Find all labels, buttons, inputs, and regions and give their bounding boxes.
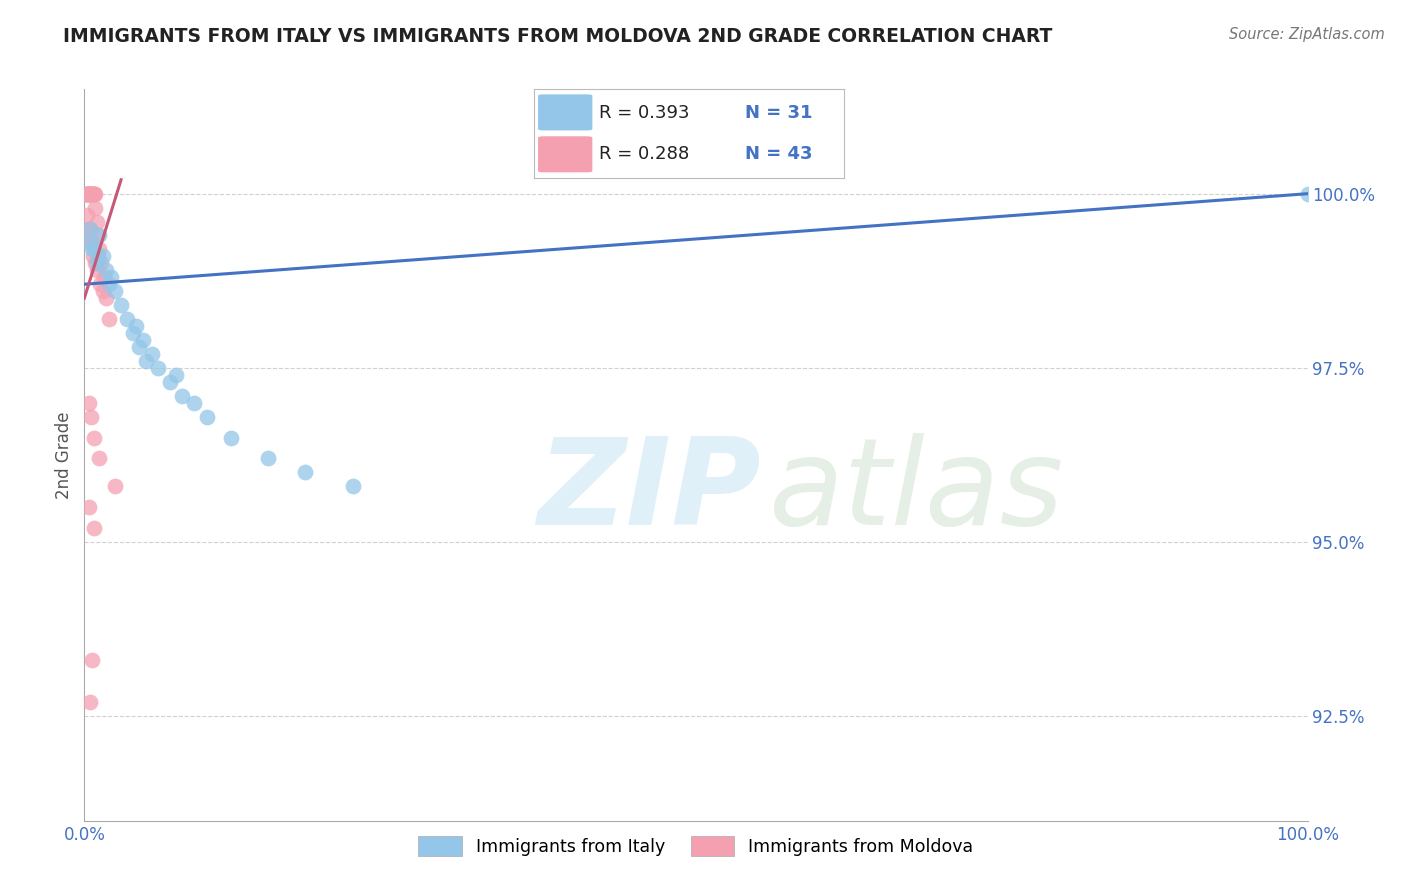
Point	[125, 319, 148, 334]
Point	[83, 186, 105, 201]
Point	[79, 186, 101, 201]
Point	[77, 186, 100, 201]
FancyBboxPatch shape	[537, 94, 593, 131]
Point	[79, 695, 101, 709]
Point	[93, 270, 115, 285]
Point	[104, 479, 127, 493]
Text: IMMIGRANTS FROM ITALY VS IMMIGRANTS FROM MOLDOVA 2ND GRADE CORRELATION CHART: IMMIGRANTS FROM ITALY VS IMMIGRANTS FROM…	[63, 27, 1053, 45]
Point	[195, 409, 218, 424]
Point	[96, 263, 118, 277]
Point	[82, 249, 104, 263]
Point	[76, 186, 98, 201]
Point	[80, 186, 103, 201]
Point	[87, 249, 110, 263]
Point	[97, 312, 120, 326]
Point	[83, 430, 105, 444]
Text: atlas: atlas	[769, 433, 1064, 550]
Point	[342, 479, 364, 493]
Point	[83, 186, 105, 201]
Text: R = 0.288: R = 0.288	[599, 145, 689, 163]
Point	[77, 235, 100, 250]
Point	[87, 228, 110, 243]
Point	[75, 186, 97, 201]
Point	[86, 263, 108, 277]
Point	[122, 326, 145, 340]
Point	[110, 298, 132, 312]
Point	[83, 521, 105, 535]
Text: Source: ZipAtlas.com: Source: ZipAtlas.com	[1229, 27, 1385, 42]
Point	[82, 653, 104, 667]
Point	[77, 395, 100, 409]
Point	[141, 347, 163, 361]
Point	[83, 186, 105, 201]
Point	[80, 243, 103, 257]
Point	[132, 333, 155, 347]
Point	[79, 235, 101, 250]
Point	[79, 221, 101, 235]
Point	[1296, 186, 1319, 201]
Text: N = 43: N = 43	[745, 145, 813, 163]
Point	[77, 186, 100, 201]
Point	[294, 466, 316, 480]
Point	[87, 228, 110, 243]
Point	[135, 354, 157, 368]
Point	[91, 284, 114, 298]
Point	[87, 243, 110, 257]
Point	[97, 277, 120, 292]
Text: ZIP: ZIP	[537, 433, 761, 550]
Point	[76, 208, 98, 222]
Point	[96, 291, 118, 305]
Point	[79, 186, 101, 201]
Point	[82, 186, 104, 201]
Text: N = 31: N = 31	[745, 103, 813, 122]
Point	[76, 186, 98, 201]
Point	[183, 395, 205, 409]
Point	[75, 186, 97, 201]
Point	[82, 186, 104, 201]
Legend: Immigrants from Italy, Immigrants from Moldova: Immigrants from Italy, Immigrants from M…	[412, 830, 980, 863]
Point	[79, 221, 101, 235]
Point	[172, 389, 194, 403]
Point	[77, 500, 100, 515]
Point	[77, 186, 100, 201]
Point	[80, 409, 103, 424]
Point	[100, 270, 122, 285]
FancyBboxPatch shape	[537, 136, 593, 173]
Y-axis label: 2nd Grade: 2nd Grade	[55, 411, 73, 499]
Point	[104, 284, 127, 298]
Point	[87, 451, 110, 466]
Point	[86, 256, 108, 270]
Point	[165, 368, 187, 382]
Point	[83, 243, 105, 257]
Point	[128, 340, 150, 354]
Point	[257, 451, 280, 466]
Text: R = 0.393: R = 0.393	[599, 103, 690, 122]
Point	[91, 249, 114, 263]
Point	[77, 221, 100, 235]
Point	[80, 235, 103, 250]
Point	[90, 256, 112, 270]
Point	[80, 186, 103, 201]
Point	[159, 375, 181, 389]
Point	[84, 256, 107, 270]
Point	[86, 214, 108, 228]
Point	[89, 277, 111, 292]
Point	[219, 430, 242, 444]
Point	[146, 360, 169, 375]
Point	[115, 312, 138, 326]
Point	[84, 201, 107, 215]
